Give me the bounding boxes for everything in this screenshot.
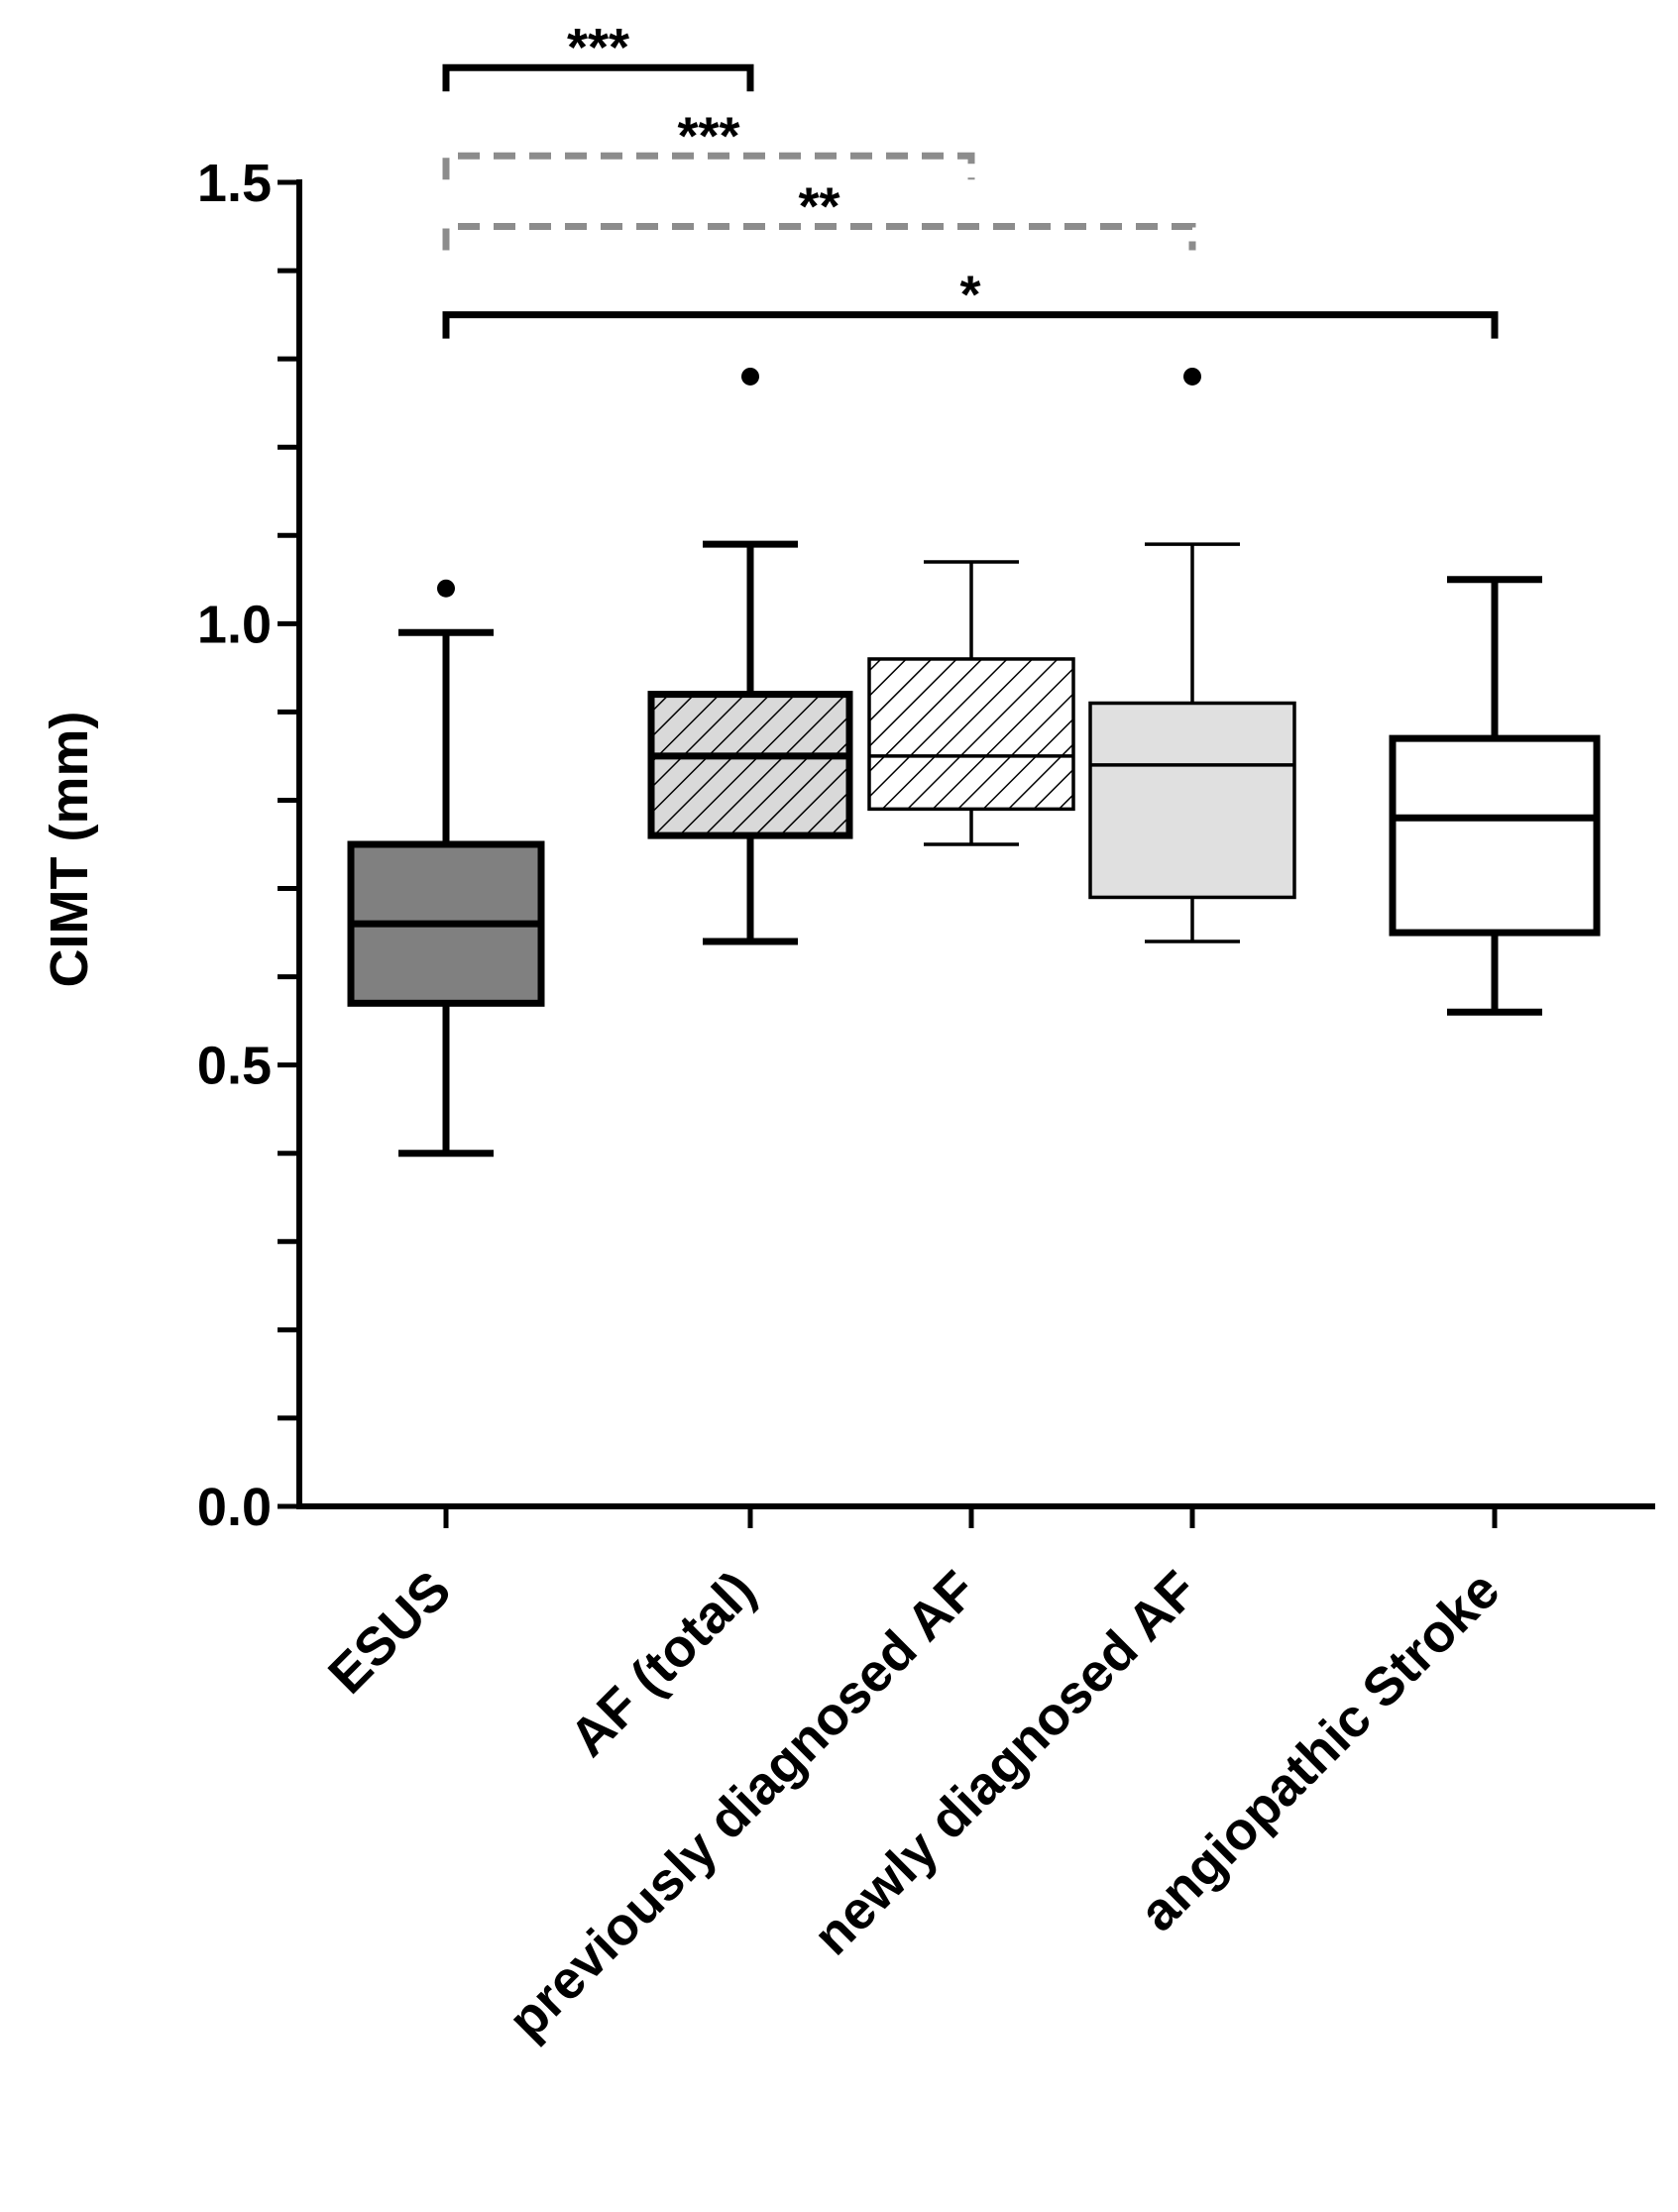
box-group [867, 560, 1075, 846]
box-outline [867, 657, 1075, 812]
x-tick-label: ESUS [317, 1560, 462, 1705]
y-axis-ticks: 0.0 0.5 1.0 1.5 [197, 154, 299, 1537]
box-group [647, 367, 853, 945]
box-group [347, 579, 545, 1158]
significance-label: ** [798, 177, 839, 237]
significance-label: *** [567, 18, 629, 77]
box-fill [1393, 738, 1597, 934]
box-hatch [651, 694, 849, 836]
significance-label: * [959, 266, 980, 325]
x-tick-label: AF (total) [559, 1560, 767, 1768]
x-axis-labels: ESUS AF (total)previously diagnosed AFnew… [317, 1506, 1510, 2050]
significance-bracket [442, 223, 1196, 251]
y-tick-label: 0.5 [197, 1037, 272, 1096]
box-outline [1389, 734, 1601, 937]
box-group [1389, 576, 1601, 1016]
significance-label: *** [677, 106, 739, 166]
outlier-point [1183, 367, 1201, 386]
box-series [347, 367, 1601, 1158]
box-outline [647, 691, 853, 839]
y-tick-label: 1.0 [197, 595, 272, 654]
significance-brackets: ********* [442, 18, 1499, 339]
y-tick-label: 1.5 [197, 154, 272, 213]
axes [296, 179, 1655, 1509]
significance-bracket [442, 311, 1499, 339]
box-outline [1088, 701, 1296, 900]
box-fill [1090, 703, 1294, 898]
box-hatch [869, 658, 1073, 810]
x-tick-label: previously diagnosed AF [497, 1560, 987, 2050]
outlier-point [741, 367, 759, 386]
y-tick-label: 0.0 [197, 1478, 272, 1537]
y-axis-title: CIMT (mm) [40, 712, 99, 988]
outlier-point [437, 579, 455, 598]
significance-bracket [442, 152, 975, 180]
significance-bracket [442, 63, 754, 92]
box-group [1088, 367, 1296, 943]
